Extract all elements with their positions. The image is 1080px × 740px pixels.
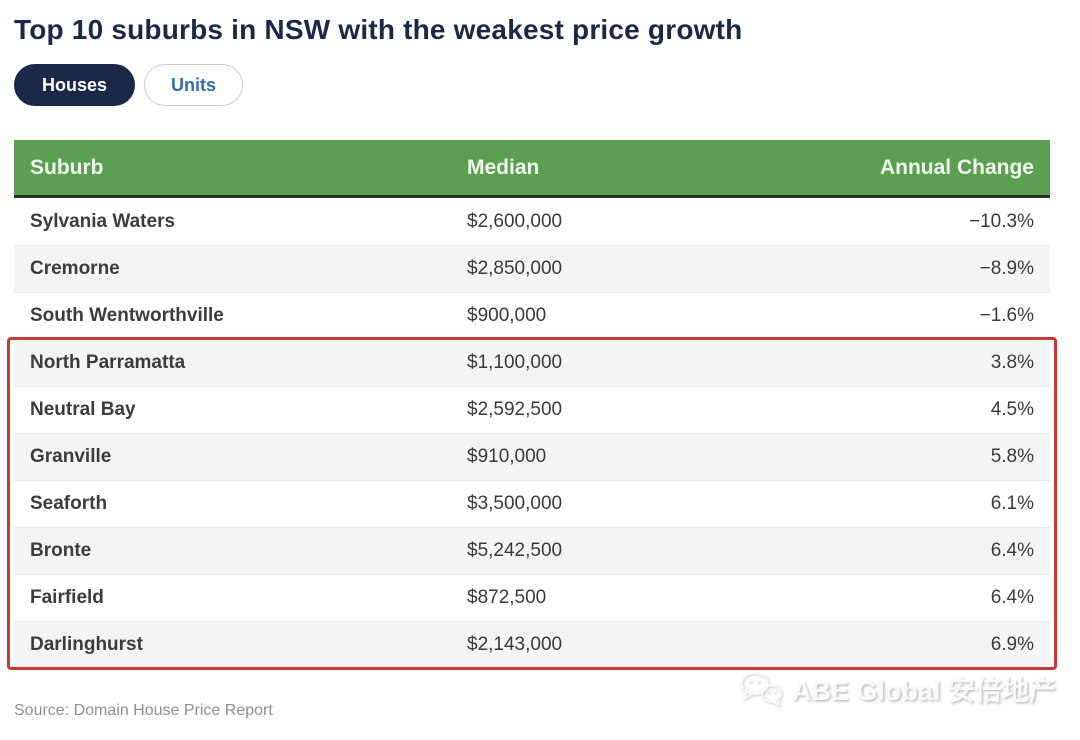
- table-row: Neutral Bay $2,592,500 4.5%: [14, 386, 1050, 433]
- median-cell: $2,600,000: [467, 210, 563, 232]
- tab-units[interactable]: Units: [144, 64, 244, 106]
- table-row: Granville $910,000 5.8%: [14, 433, 1050, 480]
- median-cell: $3,500,000: [467, 493, 563, 514]
- median-cell: $872,500: [467, 587, 547, 608]
- suburbs-table: Suburb Median Annual Change Sylvania Wat…: [7, 140, 1057, 670]
- table-row: North Parramatta $1,100,000 3.8%: [14, 339, 1050, 386]
- suburb-cell: Neutral Bay: [30, 399, 136, 420]
- suburb-cell: Bronte: [30, 540, 92, 561]
- wechat-icon: [738, 670, 784, 708]
- column-header-annual-change: Annual Change: [879, 155, 1034, 179]
- table-row: Cremorne $2,850,000 −8.9%: [14, 245, 1050, 292]
- suburb-cell: Granville: [30, 446, 112, 467]
- tab-houses[interactable]: Houses: [14, 64, 136, 106]
- median-cell: $910,000: [467, 446, 547, 467]
- annual-change-cell: 5.8%: [990, 446, 1034, 467]
- suburb-cell: Sylvania Waters: [30, 210, 176, 232]
- table-row: South Wentworthville $900,000 −1.6%: [14, 292, 1050, 339]
- suburb-cell: South Wentworthville: [30, 305, 224, 326]
- annual-change-cell: 4.5%: [990, 399, 1034, 420]
- annual-change-cell: −1.6%: [979, 305, 1034, 326]
- suburb-cell: Cremorne: [30, 258, 120, 279]
- table-row: Fairfield $872,500 6.4%: [14, 574, 1050, 621]
- annual-change-cell: 6.4%: [990, 540, 1034, 561]
- annual-change-cell: −10.3%: [969, 210, 1034, 232]
- annual-change-cell: 6.1%: [990, 493, 1034, 514]
- suburb-cell: Seaforth: [30, 493, 108, 514]
- table-row: Bronte $5,242,500 6.4%: [14, 527, 1050, 574]
- median-cell: $2,143,000: [467, 634, 563, 655]
- suburb-cell: Fairfield: [30, 587, 104, 608]
- watermark: ABE Global 安倍地产: [738, 669, 1056, 708]
- table-header-row: Suburb Median Annual Change: [14, 140, 1050, 198]
- suburb-cell: Darlinghurst: [30, 634, 143, 655]
- annual-change-cell: 6.9%: [990, 634, 1034, 655]
- annual-change-cell: 6.4%: [990, 587, 1034, 608]
- tab-houses-label: Houses: [42, 74, 108, 95]
- median-cell: $2,592,500: [467, 399, 563, 420]
- table-row: Seaforth $3,500,000 6.1%: [14, 480, 1050, 527]
- table-row: Darlinghurst $2,143,000 6.9%: [14, 621, 1050, 668]
- source-note: Source: Domain House Price Report: [14, 702, 273, 719]
- median-cell: $5,242,500: [467, 540, 563, 561]
- tab-units-label: Units: [171, 74, 217, 95]
- median-cell: $2,850,000: [467, 258, 563, 279]
- annual-change-cell: −8.9%: [979, 258, 1034, 279]
- watermark-text: ABE Global 安倍地产: [791, 676, 1056, 706]
- suburb-cell: North Parramatta: [30, 352, 186, 373]
- median-cell: $1,100,000: [467, 352, 563, 373]
- column-header-median: Median: [467, 155, 540, 179]
- column-header-suburb: Suburb: [30, 155, 104, 179]
- page-title: Top 10 suburbs in NSW with the weakest p…: [14, 14, 743, 45]
- table-row: Sylvania Waters $2,600,000 −10.3%: [14, 198, 1050, 245]
- table-body: Sylvania Waters $2,600,000 −10.3% Cremorne $…: [14, 198, 1050, 668]
- annual-change-cell: 3.8%: [990, 352, 1034, 373]
- property-type-tabs: Houses Units: [14, 64, 244, 106]
- median-cell: $900,000: [467, 305, 547, 326]
